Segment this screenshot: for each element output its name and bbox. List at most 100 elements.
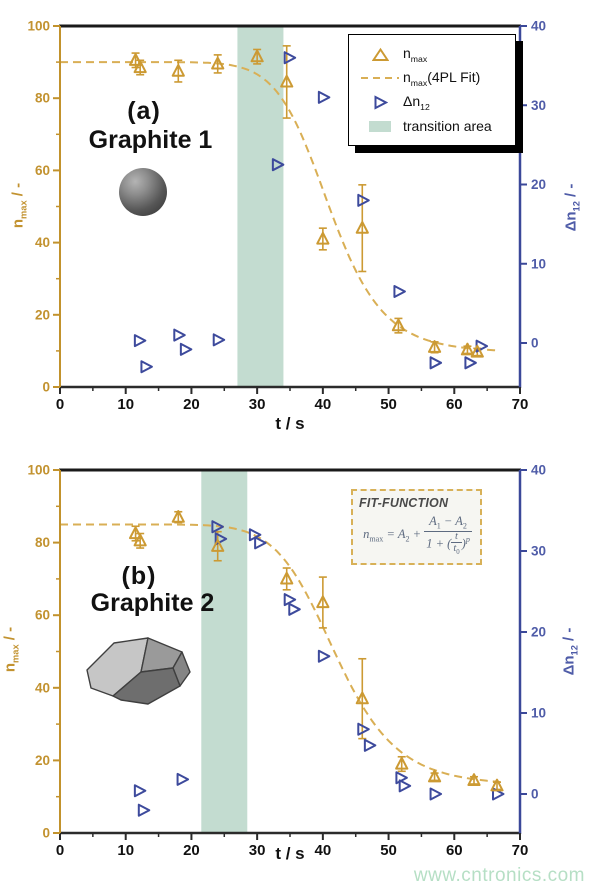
- nmax-error-bar: [174, 59, 183, 83]
- legend-label-dn12: Δn12: [403, 92, 430, 112]
- y-right-tick-label: 0: [531, 336, 539, 351]
- y-left-tick-label: 0: [42, 380, 50, 395]
- chart-b-plot: 0 10 20 30 40 50 60 70 0 20 40 60 80 100 0 10 20 30 40: [27, 463, 546, 860]
- y-left-axis-title-a: nmax / -: [9, 182, 29, 229]
- x-tick-label: 10: [117, 842, 134, 859]
- x-axis-title-b: t / s: [275, 844, 305, 863]
- graphite2-particle-image: [86, 637, 191, 705]
- y-left-tick-label: 80: [35, 91, 50, 106]
- legend-item-nmax: nmax: [357, 42, 511, 66]
- dn12-point: [283, 51, 297, 65]
- x-tick-label: 60: [446, 842, 463, 859]
- nmax-triangle-icon: [357, 47, 403, 62]
- nmax-point: [316, 595, 330, 609]
- nmax-point: [316, 231, 330, 245]
- y-left-tick-label: 0: [42, 826, 50, 841]
- legend-label-transition: transition area: [403, 118, 492, 134]
- legend-label-nmax: nmax: [403, 44, 428, 64]
- nmax-point: [467, 773, 481, 786]
- nmax-point: [490, 778, 504, 792]
- nmax-error-bar: [358, 184, 367, 273]
- dn12-point: [212, 333, 226, 347]
- y-right-tick-label: 10: [531, 706, 546, 721]
- y-right-tick-label: 30: [531, 544, 546, 559]
- y-left-tick-label: 60: [35, 608, 50, 623]
- x-tick-label: 40: [315, 842, 332, 859]
- dn12-point: [214, 532, 228, 546]
- nmax-point: [391, 318, 406, 332]
- nmax-fit-curve: [60, 61, 498, 352]
- y-left-tick-label: 80: [35, 535, 50, 550]
- nmax-point: [355, 220, 369, 234]
- panel-label-a: (a): [127, 97, 161, 125]
- dn12-triangle-icon: [357, 94, 403, 110]
- transition-band: [237, 26, 284, 387]
- y-right-tick-label: 10: [531, 256, 546, 271]
- nmax-point: [211, 56, 225, 70]
- dn12-point: [393, 284, 406, 298]
- chart-title-a: Graphite 1: [88, 126, 213, 154]
- dn12-point: [133, 334, 147, 348]
- y-left-tick-label: 60: [35, 163, 50, 178]
- legend-item-transition: transition area: [357, 114, 511, 138]
- y-left-tick-label: 100: [27, 463, 50, 478]
- y-right-tick-label: 30: [531, 98, 546, 113]
- y-left-tick-label: 40: [35, 235, 50, 250]
- y-right-tick-label: 20: [531, 177, 546, 192]
- dn12-point: [176, 772, 190, 786]
- dn12-point: [140, 360, 153, 374]
- dn12-point: [398, 779, 412, 793]
- dn12-point: [357, 193, 370, 207]
- y-left-tick-label: 100: [27, 19, 50, 34]
- nmax-fit-curve: [60, 523, 501, 783]
- x-tick-label: 30: [249, 396, 266, 413]
- nmax-point: [427, 340, 442, 353]
- y-left-tick-label: 20: [35, 307, 50, 322]
- y-right-tick-label: 40: [531, 463, 546, 478]
- nmax-point: [211, 539, 225, 552]
- x-tick-label: 70: [512, 842, 529, 859]
- nmax-point: [133, 533, 147, 547]
- nmax-point: [171, 509, 185, 523]
- y-left-tick-label: 40: [35, 680, 50, 695]
- dn12-point: [288, 602, 301, 616]
- nmax-point: [280, 74, 294, 88]
- legend: nmax nmax(4PL Fit) Δn12 transition area: [348, 34, 516, 146]
- dn12-point: [429, 787, 443, 801]
- y-right-tick-label: 40: [531, 19, 546, 34]
- x-tick-label: 50: [380, 396, 397, 413]
- watermark: www.cntronics.com: [413, 865, 585, 886]
- dn12-point: [283, 593, 297, 607]
- y-right-axis-title-a: Δn12 / -: [562, 183, 582, 232]
- dn12-point: [137, 803, 151, 817]
- nmax-point: [470, 344, 484, 358]
- nmax-point: [128, 53, 143, 66]
- y-left-axis-title-b: nmax / -: [1, 626, 21, 673]
- fit-dash-icon: [357, 75, 403, 81]
- dn12-point: [173, 328, 186, 342]
- x-tick-label: 30: [249, 842, 266, 859]
- dn12-point: [179, 342, 193, 356]
- dn12-point: [429, 356, 443, 370]
- graphite1-particle-image: [119, 168, 167, 216]
- x-tick-label: 20: [183, 396, 200, 413]
- chart-a-plot: 0 10 20 30 40 50 60 70 0 20 40 60 80 100 0 10 20 30 40: [27, 19, 546, 414]
- nmax-point: [427, 769, 442, 783]
- y-right-axis-title-b: Δn12 / -: [560, 627, 580, 676]
- legend-label-fit: nmax(4PL Fit): [403, 68, 481, 88]
- chart-title-b: Graphite 2: [90, 589, 215, 617]
- x-tick-label: 0: [56, 396, 64, 413]
- panel-label-b: (b): [121, 562, 157, 590]
- fit-function-title: FIT-FUNCTION: [359, 496, 449, 510]
- dn12-point: [271, 158, 285, 172]
- nmax-point: [280, 571, 294, 585]
- x-tick-label: 0: [56, 842, 64, 859]
- nmax-point: [355, 691, 369, 705]
- nmax-error-bar: [282, 567, 291, 591]
- dn12-point: [133, 784, 147, 798]
- x-tick-label: 20: [183, 842, 200, 859]
- dn12-point: [464, 356, 477, 370]
- nmax-point: [250, 49, 264, 63]
- x-tick-label: 60: [446, 396, 463, 413]
